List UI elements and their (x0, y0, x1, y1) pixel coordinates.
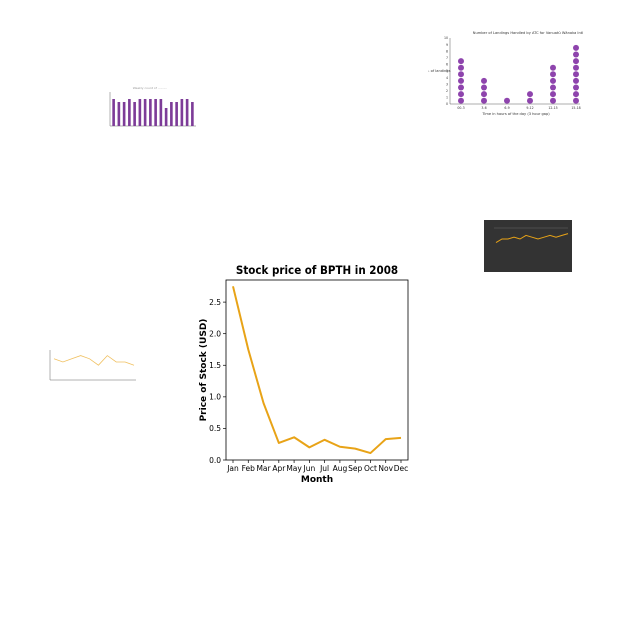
dot-x-tick-label: 00-3 (457, 106, 464, 110)
x-tick-label: Nov (378, 464, 393, 473)
thumb-dot-ylabel: No. of landings (428, 69, 451, 73)
thumb-bar (154, 99, 157, 126)
thumb-yellow-series-line (53, 355, 135, 366)
dot-mark (573, 84, 579, 91)
dot-mark (573, 64, 579, 71)
thumb-bar (122, 102, 126, 126)
dot-mark (481, 84, 487, 91)
thumb-dark-series-line (495, 233, 569, 244)
thumb-bar (128, 99, 131, 126)
x-tick-label: Feb (242, 464, 256, 473)
thumb-bar (133, 102, 136, 126)
x-tick-label: Oct (364, 464, 377, 473)
dot-mark (458, 91, 464, 98)
y-tick-label: 1.5 (209, 361, 221, 370)
thumb-dot-xlabel: Time in hours of the day (3 hour gap) (481, 112, 550, 116)
x-tick-label: Dec (394, 464, 409, 473)
x-tick-label: Aug (333, 464, 348, 473)
dot-y-tick-label: 0 (446, 102, 448, 106)
dot-y-tick-label: 7 (446, 56, 448, 60)
thumb-bar (112, 99, 115, 126)
y-tick-label: 0.5 (209, 424, 221, 433)
dot-y-tick-label: 10 (444, 36, 448, 40)
dot-mark (458, 97, 464, 104)
dot-x-tick-label: 3-6 (481, 106, 486, 110)
dot-mark (458, 58, 464, 65)
dot-mark (458, 71, 464, 78)
thumb-bar (180, 99, 184, 126)
thumb-bar (164, 108, 168, 126)
x-tick-label: Jun (303, 464, 316, 473)
thumb-bar (138, 99, 142, 126)
dot-mark (527, 91, 533, 98)
dot-mark (458, 77, 464, 84)
thumb-bar (117, 102, 121, 126)
x-tick-label: Jul (319, 464, 329, 473)
thumb-bar (191, 102, 194, 126)
dot-x-tick-label: 15-18 (571, 106, 580, 110)
thumb-bar (149, 99, 152, 126)
dot-mark (550, 77, 556, 84)
chart-title: Stock price of BPTH in 2008 (236, 263, 398, 277)
dot-x-tick-label: 9-12 (526, 106, 533, 110)
x-tick-label: Sep (348, 464, 362, 473)
thumb-dark-background (484, 220, 572, 272)
dot-y-tick-label: 8 (446, 49, 448, 53)
y-tick-label: 2.5 (209, 298, 221, 307)
x-axis-label: Month (301, 475, 333, 485)
dot-mark (573, 58, 579, 65)
dot-mark (573, 71, 579, 78)
thumb-dark-line-chart (484, 220, 572, 272)
dot-x-tick-label: 6-9 (504, 106, 509, 110)
dot-mark (458, 84, 464, 91)
thumb-bar (185, 99, 189, 126)
x-tick-label: May (286, 464, 302, 473)
thumb-bar (143, 99, 147, 126)
dot-y-tick-label: 4 (446, 76, 448, 80)
dot-mark (550, 71, 556, 78)
dot-y-tick-label: 1 (446, 96, 448, 100)
thumb-bar (159, 99, 163, 126)
thumb-bar (175, 102, 178, 126)
dot-y-tick-label: 9 (446, 43, 448, 47)
x-tick-label: Mar (256, 464, 271, 473)
main-line-chart: Stock price of BPTH in 2008 0.0 0.5 1.0 1.5… (199, 263, 409, 485)
y-tick-label: 1.0 (209, 393, 221, 402)
dot-y-tick-label: 6 (446, 63, 448, 67)
dot-mark (550, 97, 556, 104)
dot-mark (550, 91, 556, 98)
dot-y-tick-label: 5 (446, 69, 448, 73)
x-tick-label: Apr (272, 464, 286, 473)
thumb-bar-title: Weekly count of .......... (133, 86, 168, 90)
thumb-dot-title: Number of Landings Handled by ATC for Va… (473, 31, 583, 35)
thumb-yellow-line-chart (49, 350, 136, 381)
dot-mark (573, 44, 579, 51)
x-tick-label: Jan (226, 464, 239, 473)
dot-mark (458, 64, 464, 71)
dot-mark (504, 97, 510, 104)
dot-mark (527, 97, 533, 104)
y-tick-label: 0.0 (209, 456, 221, 465)
dot-mark (550, 64, 556, 71)
thumb-bar (170, 102, 173, 126)
dot-mark (573, 77, 579, 84)
series-line (232, 286, 402, 455)
dot-mark (481, 97, 487, 104)
dot-mark (573, 91, 579, 98)
dot-mark (550, 84, 556, 91)
dot-mark (481, 77, 487, 84)
y-axis-label: Price of Stock (USD) (199, 319, 209, 422)
thumb-bar-chart: Weekly count of .......... (109, 86, 196, 127)
plot-frame (225, 279, 409, 461)
y-tick-label: 2.0 (209, 329, 221, 338)
dot-y-tick-label: 2 (446, 89, 448, 93)
dot-mark (573, 51, 579, 58)
thumb-dot-chart: Number of Landings Handled by ATC for Va… (428, 31, 583, 116)
dot-mark (481, 91, 487, 98)
dot-y-tick-label: 3 (446, 82, 448, 86)
dot-mark (573, 97, 579, 104)
dot-x-tick-label: 12-15 (548, 106, 557, 110)
